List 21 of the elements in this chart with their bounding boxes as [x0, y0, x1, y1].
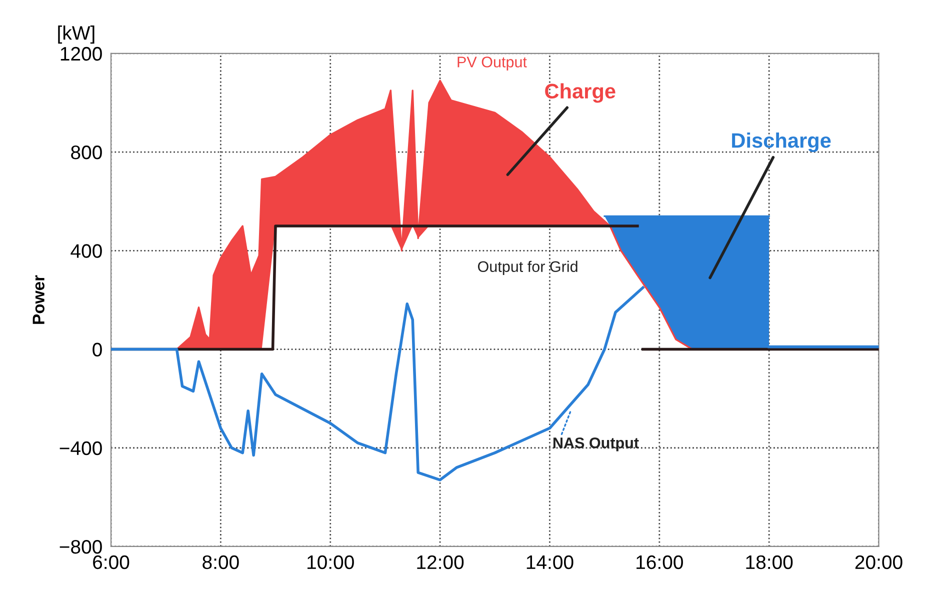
text: [kW]	[58, 25, 94, 44]
y-tick-label: 0	[92, 342, 102, 357]
series-label: PV Output	[458, 56, 527, 70]
x-tick-label: 8:00	[202, 555, 239, 570]
y-tick-label: −400	[60, 441, 102, 456]
y-axis-title: Power	[32, 275, 44, 324]
x-tick-label: 20:00	[855, 555, 902, 570]
x-tick-label: 16:00	[636, 555, 683, 570]
x-tick-label: 12:00	[417, 555, 464, 570]
x-tick-label: 10:00	[308, 555, 354, 570]
text: Output for Grid	[478, 260, 578, 276]
y-tick-label: 400	[70, 244, 102, 258]
y-tick-label: 800	[71, 146, 102, 160]
annotation: Charge	[545, 83, 616, 103]
y-tick-label: 1200	[60, 46, 102, 61]
x-tick-label: 18:00	[746, 555, 793, 570]
annotation: Discharge	[732, 132, 831, 152]
legend-label: NAS Output	[553, 437, 639, 452]
x-tick-label: 6:00	[93, 555, 130, 570]
x-tick-label: 14:00	[526, 555, 574, 570]
y-tick-label: −800	[60, 540, 102, 554]
